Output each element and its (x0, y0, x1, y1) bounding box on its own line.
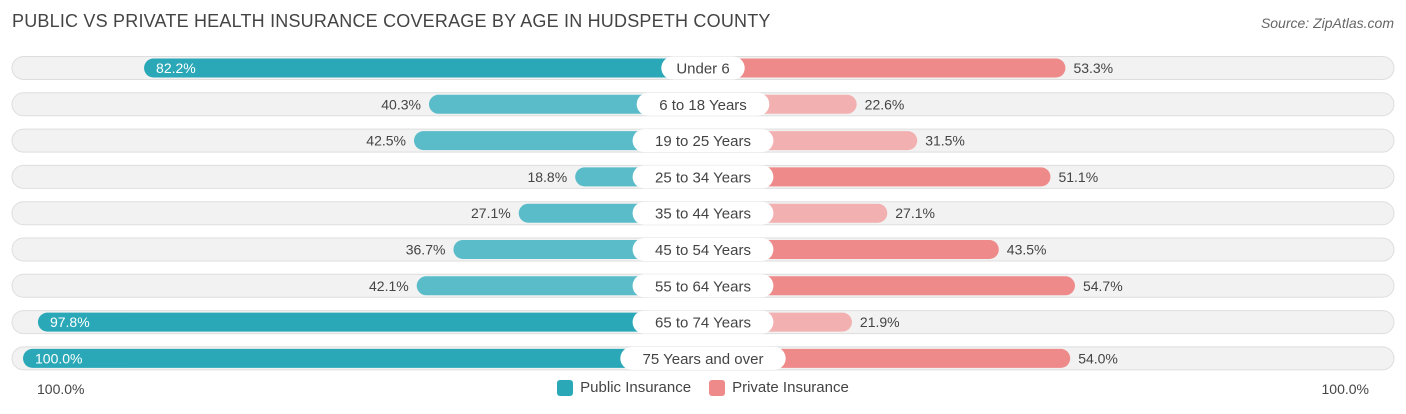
value-label-private: 54.7% (1083, 278, 1123, 294)
axis-left-label: 100.0% (37, 381, 85, 397)
value-label-private: 43.5% (1007, 242, 1047, 258)
value-label-private: 53.3% (1073, 60, 1113, 76)
value-label-public: 18.8% (527, 169, 567, 185)
value-label-public: 97.8% (50, 314, 90, 330)
category-pill (632, 310, 774, 334)
value-label-private: 31.5% (925, 133, 965, 149)
category-label: Under 6 (676, 61, 729, 78)
category-pill (636, 92, 770, 116)
value-label-public: 40.3% (381, 96, 421, 112)
category-label: 75 Years and over (643, 351, 764, 368)
category-pill (632, 129, 774, 153)
legend-swatch-private (709, 379, 726, 396)
legend: Public Insurance Private Insurance (0, 379, 1406, 396)
value-label-public: 27.1% (471, 205, 511, 221)
value-label-private: 51.1% (1058, 169, 1098, 185)
value-label-public: 42.1% (369, 278, 409, 294)
category-pill (620, 346, 786, 370)
category-pill (632, 201, 774, 225)
chart-title: PUBLIC VS PRIVATE HEALTH INSURANCE COVER… (12, 11, 771, 31)
value-label-public: 42.5% (366, 133, 406, 149)
legend-swatch-public (557, 379, 574, 396)
axis-right-label: 100.0% (1321, 381, 1369, 397)
category-label: 25 to 34 Years (655, 169, 751, 186)
category-label: 55 to 64 Years (655, 278, 751, 295)
bar-private (703, 58, 1066, 78)
category-label: 19 to 25 Years (655, 133, 751, 150)
category-label: 45 to 54 Years (655, 242, 751, 259)
category-pill (632, 274, 774, 298)
category-label: 35 to 44 Years (655, 206, 751, 223)
value-label-private: 22.6% (865, 96, 905, 112)
value-label-private: 54.0% (1078, 350, 1118, 366)
category-pill (632, 165, 774, 189)
legend-label-public: Public Insurance (580, 379, 692, 396)
category-label: 65 to 74 Years (655, 315, 751, 332)
value-label-private: 27.1% (895, 205, 935, 221)
bar-private (703, 348, 1071, 368)
category-pill (632, 238, 774, 261)
value-label-private: 21.9% (860, 314, 900, 330)
bar-public (414, 131, 703, 151)
category-label: 6 to 18 Years (659, 97, 747, 114)
bar-private (703, 240, 999, 259)
bar-private (703, 167, 1051, 187)
value-label-public: 36.7% (406, 242, 446, 258)
legend-label-private: Private Insurance (732, 379, 849, 396)
legend-item-public[interactable]: Public Insurance (557, 379, 691, 396)
source-label: Source: ZipAtlas.com (1260, 15, 1394, 31)
value-label-public: 100.0% (35, 350, 82, 366)
bar-public (428, 94, 703, 114)
category-pill (661, 56, 745, 80)
value-label-public: 82.2% (156, 60, 196, 76)
bar-public (23, 348, 703, 368)
bar-public (37, 312, 703, 332)
bar-private (703, 276, 1075, 296)
bar-public (416, 276, 703, 296)
bar-public (144, 58, 704, 78)
legend-item-private[interactable]: Private Insurance (709, 379, 849, 396)
